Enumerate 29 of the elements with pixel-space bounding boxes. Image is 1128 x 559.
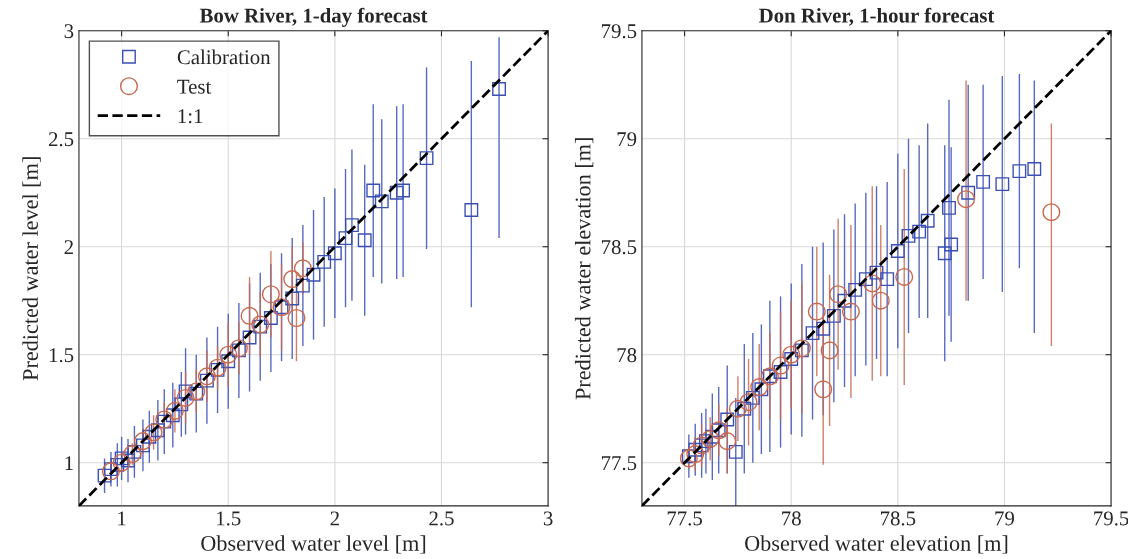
x-tick-label: 2 [330,511,339,526]
y-tick-label: 77.5 [601,456,637,471]
y-tick-label: 79.5 [601,24,637,39]
x-axis-title: Observed water level [m] [201,535,426,554]
y-tick-label: 1 [65,456,73,470]
x-tick-label: 3 [543,511,553,526]
x-tick-label: 79 [995,511,1015,526]
y-tick-label: 3 [64,24,74,39]
y-tick-label: 2.5 [48,132,74,147]
x-tick-label: 79.5 [1094,511,1128,526]
legend-label: 1:1 [178,109,203,124]
chart-title: Bow River, 1-day forecast [199,7,428,27]
x-tick-label: 2.5 [429,511,454,526]
y-tick-label: 78.5 [601,240,637,255]
legend-label: Calibration [177,49,271,65]
x-axis-title: Observed water elevation [m] [745,535,1008,554]
chart-title: Don River, 1-hour forecast [759,7,995,26]
y-tick-label: 79 [617,132,637,147]
x-tick-label: 78.5 [880,511,916,526]
y-axis-title: Predicted water level [m] [22,157,41,381]
y-axis-title: Predicted water elevation [m] [574,138,594,400]
y-tick-label: 1.5 [49,348,74,363]
x-tick-label: 1 [118,511,126,526]
y-tick-label: 2 [64,240,73,254]
legend-label: Test [177,79,212,94]
y-tick-label: 78 [617,348,637,363]
x-tick-label: 1.5 [217,511,241,526]
x-tick-label: 78 [782,511,801,526]
x-tick-label: 77.5 [667,511,702,526]
